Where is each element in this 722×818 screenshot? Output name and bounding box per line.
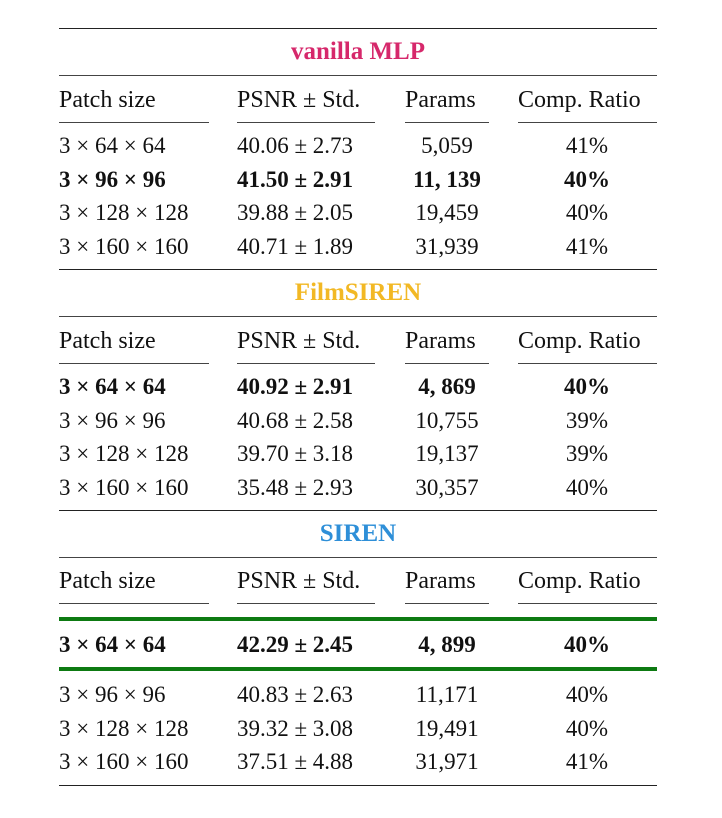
header-underline — [405, 603, 489, 604]
cell-psnr: 40.06 ± 2.73 — [236, 133, 354, 158]
cell-comp-ratio: 39% — [565, 441, 609, 466]
cell-patch-size: 3 × 96 × 96 — [59, 167, 166, 192]
header-underline — [59, 603, 209, 604]
header-underline — [59, 122, 209, 123]
header-underline — [237, 363, 375, 364]
header-underline — [405, 363, 489, 364]
table-row: 3 × 64 × 64 40.06 ± 2.73 5,059 41% — [59, 131, 657, 161]
cell-params: 11,171 — [415, 682, 479, 707]
header-psnr: PSNR ± Std. — [237, 328, 361, 354]
cell-patch-size: 3 × 128 × 128 — [59, 441, 189, 466]
cell-patch-size: 3 × 160 × 160 — [59, 475, 189, 500]
cell-comp-ratio: 41% — [565, 234, 609, 259]
header-comp-ratio: Comp. Ratio — [518, 328, 641, 354]
table-row: 3 × 128 × 128 39.70 ± 3.18 19,137 39% — [59, 439, 657, 469]
section-divider — [59, 75, 657, 76]
cell-params: 30,357 — [415, 475, 479, 500]
cell-comp-ratio: 40% — [564, 167, 610, 192]
table-row: 3 × 96 × 96 40.68 ± 2.58 10,755 39% — [59, 406, 657, 436]
cell-patch-size: 3 × 128 × 128 — [59, 200, 189, 225]
top-rule — [59, 28, 657, 29]
section-title-filmsiren: FilmSIREN — [294, 279, 422, 306]
cell-psnr: 40.83 ± 2.63 — [236, 682, 354, 707]
cell-psnr: 35.48 ± 2.93 — [236, 475, 354, 500]
section-title-vanilla-mlp: vanilla MLP — [290, 38, 426, 65]
header-patch-size: Patch size — [59, 568, 156, 594]
header-underline — [518, 122, 657, 123]
cell-comp-ratio: 40% — [565, 716, 609, 741]
cell-patch-size: 3 × 128 × 128 — [59, 716, 189, 741]
cell-psnr: 37.51 ± 4.88 — [236, 749, 354, 774]
cell-params: 31,939 — [415, 234, 479, 259]
cell-psnr: 41.50 ± 2.91 — [236, 167, 354, 192]
cell-params: 4, 899 — [418, 632, 476, 657]
cell-params: 10,755 — [415, 408, 479, 433]
header-underline — [518, 603, 657, 604]
cell-psnr: 40.68 ± 2.58 — [236, 408, 354, 433]
cell-comp-ratio: 40% — [565, 475, 609, 500]
header-params: Params — [405, 87, 476, 113]
cell-params: 4, 869 — [418, 374, 476, 399]
table-row: 3 × 128 × 128 39.32 ± 3.08 19,491 40% — [59, 714, 657, 744]
cell-comp-ratio: 40% — [565, 682, 609, 707]
cell-comp-ratio: 40% — [565, 200, 609, 225]
table-row: 3 × 64 × 64 40.92 ± 2.91 4, 869 40% — [59, 372, 657, 402]
cell-patch-size: 3 × 96 × 96 — [59, 682, 166, 707]
cell-patch-size: 3 × 160 × 160 — [59, 234, 189, 259]
header-underline — [59, 363, 209, 364]
cell-comp-ratio: 41% — [565, 749, 609, 774]
cell-comp-ratio: 40% — [564, 632, 610, 657]
cell-psnr: 40.71 ± 1.89 — [236, 234, 354, 259]
cell-params: 5,059 — [421, 133, 473, 158]
cell-patch-size: 3 × 96 × 96 — [59, 408, 166, 433]
cell-params: 31,971 — [415, 749, 479, 774]
section-rule — [59, 510, 657, 511]
header-underline — [405, 122, 489, 123]
section-rule — [59, 269, 657, 270]
header-comp-ratio: Comp. Ratio — [518, 568, 641, 594]
table-row: 3 × 96 × 96 40.83 ± 2.63 11,171 40% — [59, 680, 657, 710]
header-psnr: PSNR ± Std. — [237, 568, 361, 594]
section-title-siren: SIREN — [319, 520, 397, 547]
header-patch-size: Patch size — [59, 328, 156, 354]
header-params: Params — [405, 328, 476, 354]
cell-psnr: 42.29 ± 2.45 — [236, 632, 354, 657]
header-psnr: PSNR ± Std. — [237, 87, 361, 113]
cell-comp-ratio: 41% — [565, 133, 609, 158]
cell-params: 11, 139 — [413, 167, 481, 192]
cell-params: 19,491 — [415, 716, 479, 741]
cell-psnr: 39.88 ± 2.05 — [236, 200, 354, 225]
highlight-rule-bottom — [59, 667, 657, 671]
highlight-rule-top — [59, 617, 657, 621]
table-row: 3 × 128 × 128 39.88 ± 2.05 19,459 40% — [59, 198, 657, 228]
cell-params: 19,459 — [415, 200, 479, 225]
table-row-highlighted: 3 × 64 × 64 42.29 ± 2.45 4, 899 40% — [59, 630, 657, 660]
header-params: Params — [405, 568, 476, 594]
cell-patch-size: 3 × 64 × 64 — [59, 374, 166, 399]
header-underline — [237, 122, 375, 123]
cell-comp-ratio: 40% — [564, 374, 610, 399]
cell-psnr: 39.32 ± 3.08 — [236, 716, 354, 741]
table-row: 3 × 160 × 160 37.51 ± 4.88 31,971 41% — [59, 747, 657, 777]
bottom-rule — [59, 785, 657, 786]
table-row: 3 × 96 × 96 41.50 ± 2.91 11, 139 40% — [59, 165, 657, 195]
cell-patch-size: 3 × 64 × 64 — [59, 632, 166, 657]
header-patch-size: Patch size — [59, 87, 156, 113]
table-row: 3 × 160 × 160 40.71 ± 1.89 31,939 41% — [59, 232, 657, 262]
section-divider — [59, 557, 657, 558]
cell-patch-size: 3 × 64 × 64 — [59, 133, 166, 158]
header-comp-ratio: Comp. Ratio — [518, 87, 641, 113]
cell-psnr: 40.92 ± 2.91 — [236, 374, 354, 399]
cell-comp-ratio: 39% — [565, 408, 609, 433]
cell-psnr: 39.70 ± 3.18 — [236, 441, 354, 466]
cell-params: 19,137 — [415, 441, 479, 466]
table-row: 3 × 160 × 160 35.48 ± 2.93 30,357 40% — [59, 473, 657, 503]
cell-patch-size: 3 × 160 × 160 — [59, 749, 189, 774]
header-underline — [237, 603, 375, 604]
section-divider — [59, 316, 657, 317]
header-underline — [518, 363, 657, 364]
results-table: vanilla MLP Patch size PSNR ± Std. Param… — [59, 0, 657, 818]
